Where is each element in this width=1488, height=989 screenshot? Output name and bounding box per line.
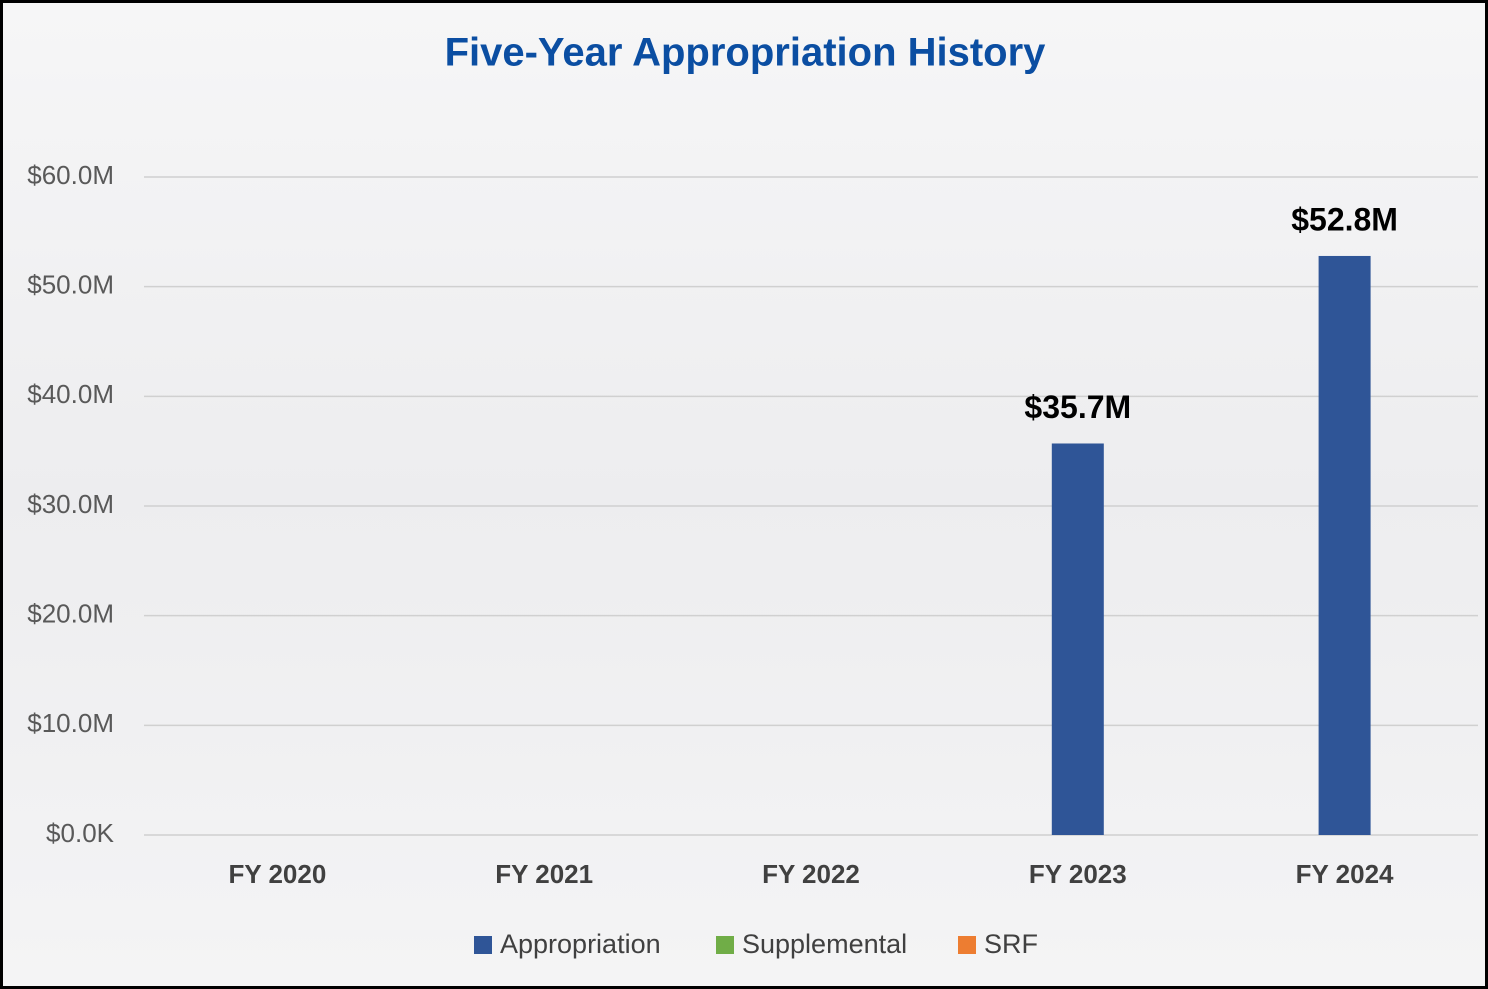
x-tick-label: FY 2022 — [762, 859, 860, 889]
legend-swatch — [474, 936, 492, 954]
legend-label: Supplemental — [742, 929, 907, 959]
x-tick-label: FY 2024 — [1296, 859, 1394, 889]
data-label: $35.7M — [1024, 389, 1131, 425]
y-tick-label: $20.0M — [27, 599, 114, 629]
y-tick-label: $30.0M — [27, 489, 114, 519]
legend-label: Appropriation — [500, 929, 661, 959]
x-tick-label: FY 2023 — [1029, 859, 1127, 889]
y-tick-label: $0.0K — [46, 818, 115, 848]
y-tick-label: $50.0M — [27, 270, 114, 300]
y-tick-label: $40.0M — [27, 379, 114, 409]
x-tick-label: FY 2021 — [495, 859, 593, 889]
y-tick-label: $10.0M — [27, 708, 114, 738]
legend-swatch — [716, 936, 734, 954]
data-label: $52.8M — [1291, 201, 1398, 237]
x-tick-label: FY 2020 — [228, 859, 326, 889]
chart-title: Five-Year Appropriation History — [445, 31, 1047, 75]
bar — [1318, 255, 1371, 835]
bar — [1051, 443, 1104, 835]
y-tick-label: $60.0M — [27, 160, 114, 190]
legend-label: SRF — [984, 929, 1038, 959]
legend-swatch — [958, 936, 976, 954]
